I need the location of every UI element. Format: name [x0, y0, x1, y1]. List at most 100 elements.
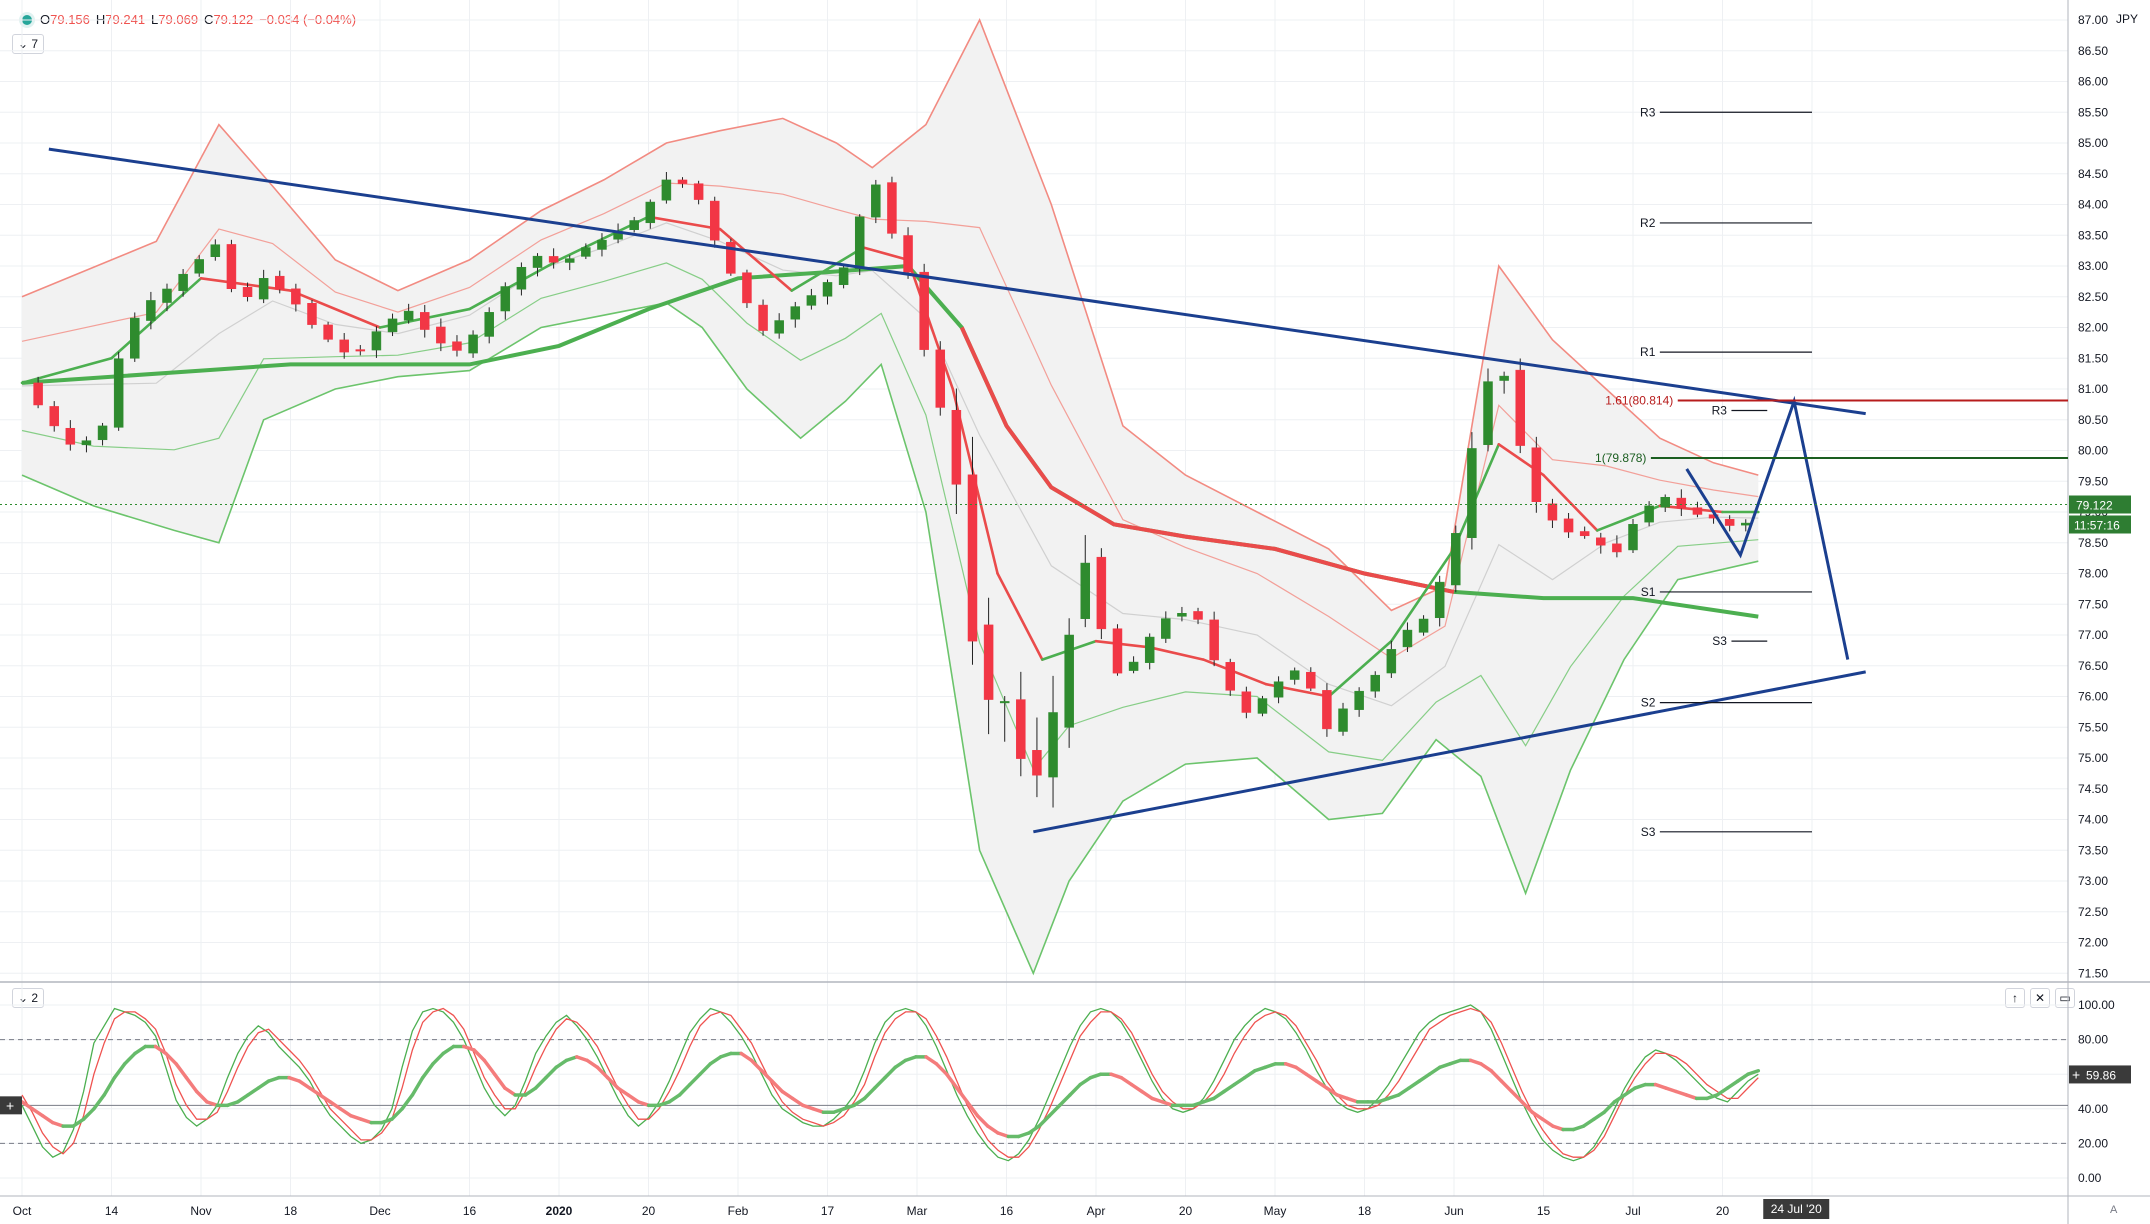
- osc-thick-segment: [1396, 1086, 1411, 1097]
- osc-thick-segment: [1489, 1068, 1504, 1083]
- osc-thick-segment: [934, 1062, 949, 1076]
- osc-thick-segment: [410, 1075, 425, 1097]
- osc-thick-segment: [338, 1107, 353, 1118]
- time-tick-label: 18: [284, 1204, 298, 1218]
- osc-thick-segment: [862, 1086, 877, 1101]
- envelope-upper-line: [21, 18, 1759, 612]
- price-tick-label: 84.00: [2078, 198, 2108, 212]
- osc-thick-segment: [400, 1093, 415, 1111]
- pane-close-button[interactable]: ✕: [2030, 988, 2050, 1008]
- osc-thick-segment: [174, 1062, 189, 1080]
- osc-thick-segment: [1746, 1068, 1761, 1076]
- osc-thick-segment: [1325, 1086, 1339, 1097]
- osc-thick-segment: [1427, 1065, 1442, 1076]
- candle-body: [1048, 712, 1058, 778]
- candle-body: [65, 427, 76, 445]
- osc-thick-segment: [1345, 1096, 1360, 1104]
- last-price-label: 79.122: [2076, 498, 2113, 512]
- ma-fast-segment: [1390, 547, 1456, 643]
- time-tick-label: 16: [463, 1204, 477, 1218]
- osc-value-badge: [2069, 1065, 2131, 1084]
- pivot-level-label: S1: [1641, 585, 1656, 599]
- osc-thick-segment: [575, 1055, 589, 1063]
- osc-thick-segment: [605, 1075, 620, 1090]
- osc-thick-segment: [955, 1086, 969, 1104]
- candle-body: [742, 272, 752, 304]
- pane-move-up-button[interactable]: ↑: [2005, 988, 2025, 1008]
- osc-thick-segment: [698, 1062, 713, 1076]
- oscillator-toggle-button[interactable]: ⌄ 2: [12, 988, 45, 1008]
- osc-thick-segment: [965, 1100, 980, 1118]
- osc-thick-segment: [883, 1065, 898, 1080]
- pane-maximize-button[interactable]: ▭: [2055, 988, 2075, 1008]
- price-tick-label: 83.50: [2078, 228, 2108, 242]
- osc-thick-segment: [1407, 1079, 1422, 1090]
- candle-body: [854, 216, 865, 269]
- osc-thick-segment: [133, 1044, 148, 1056]
- time-tick-label: May: [1264, 1204, 1287, 1218]
- osc-thick-segment: [1314, 1079, 1329, 1090]
- axes: 87.00 86.50 86.00 85.50 85.00 84.50 84.00 83.50…: [0, 13, 2131, 1219]
- candle-body: [420, 312, 430, 330]
- osc-thick-segment: [1581, 1117, 1596, 1128]
- candle-body: [387, 318, 398, 333]
- candle-body: [1193, 611, 1203, 620]
- candle-body: [629, 220, 639, 230]
- ma-fast-segment: [861, 246, 910, 262]
- candle-body: [146, 300, 156, 321]
- date-badge: [1763, 1199, 1830, 1219]
- price-tick-label: 76.00: [2078, 690, 2108, 704]
- pivot-level-label: R2: [1640, 216, 1656, 230]
- osc-thick-segment: [51, 1120, 65, 1128]
- osc-tick-label: 20.00: [2078, 1136, 2108, 1150]
- osc-thick-segment: [801, 1103, 815, 1111]
- price-tick-label: 87.00: [2078, 13, 2108, 27]
- osc-thick-segment: [153, 1044, 168, 1056]
- osc-thick-segment: [307, 1086, 322, 1097]
- auto-scale-button[interactable]: A: [2110, 1204, 2118, 1216]
- candle-body: [1547, 503, 1558, 521]
- osc-thick-segment: [1212, 1089, 1226, 1101]
- indicators-toggle-button[interactable]: ⌄ 7: [12, 34, 45, 54]
- plus-icon: +: [6, 1097, 14, 1113]
- osc-thick-segment: [986, 1124, 1000, 1135]
- candle-body: [693, 183, 704, 200]
- candle-body: [967, 474, 978, 642]
- pivot-level-label: R1: [1640, 345, 1656, 359]
- candle-body: [81, 440, 92, 446]
- osc-thick-segment: [1150, 1096, 1165, 1104]
- oscillator-pane: [0, 1004, 2068, 1162]
- osc-thick-segment: [831, 1107, 846, 1115]
- candle-body: [532, 255, 543, 268]
- osc-thick-segment: [1304, 1072, 1319, 1083]
- osc-tick-label: 0.00: [2078, 1171, 2102, 1185]
- candle-body: [1531, 447, 1542, 503]
- osc-tick-label: 40.00: [2078, 1102, 2108, 1116]
- candle-body: [1032, 750, 1042, 776]
- date-label: 24 Jul '20: [1771, 1202, 1822, 1216]
- candle-body: [1289, 670, 1300, 680]
- osc-thick-segment: [1386, 1093, 1401, 1101]
- candle-body: [1402, 629, 1413, 648]
- candle-body: [1644, 505, 1654, 523]
- osc-thick-segment: [441, 1044, 456, 1056]
- osc-thick-segment: [102, 1075, 117, 1097]
- candle-body: [951, 410, 962, 485]
- candle-body: [581, 247, 591, 257]
- osc-thick-segment: [1047, 1103, 1062, 1118]
- osc-thick-segment: [1520, 1100, 1535, 1115]
- price-tick-label: 74.50: [2078, 782, 2108, 796]
- candle-body: [806, 295, 817, 306]
- osc-green-line: [21, 1004, 1759, 1162]
- price-tick-label: 81.50: [2078, 351, 2108, 365]
- osc-thick-segment: [1016, 1131, 1031, 1139]
- candle-body: [307, 303, 317, 325]
- osc-thick-segment: [749, 1058, 764, 1073]
- osc-thick-segment: [431, 1051, 445, 1066]
- osc-thick-segment: [1109, 1072, 1124, 1080]
- osc-thick-segment: [1088, 1072, 1103, 1080]
- envelope-inner-lower-line: [21, 262, 1759, 771]
- osc-thick-segment: [893, 1058, 908, 1070]
- osc-thick-segment: [1129, 1082, 1144, 1094]
